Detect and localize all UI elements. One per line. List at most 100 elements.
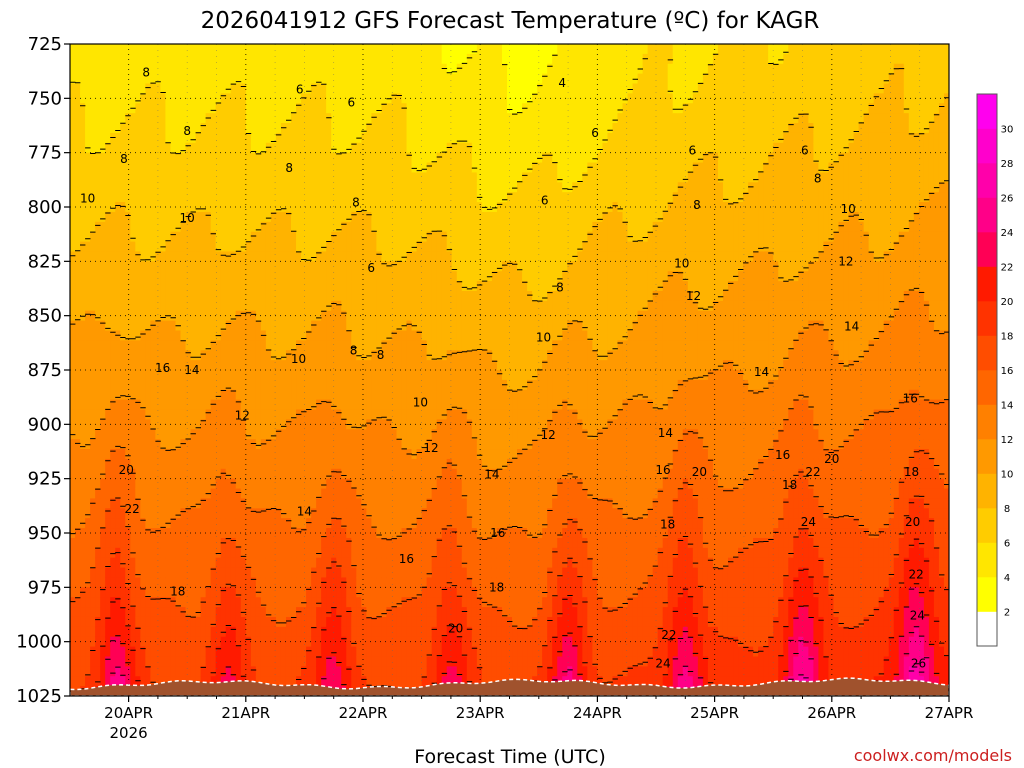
field-cell [135, 182, 141, 193]
field-cell [115, 113, 121, 124]
field-cell [205, 478, 212, 490]
field-cell [105, 429, 111, 440]
field-cell [446, 409, 453, 420]
field-cell [130, 320, 136, 332]
field-cell [220, 409, 227, 420]
field-cell [301, 123, 307, 134]
field-cell [185, 63, 192, 75]
field-cell [306, 666, 312, 677]
field-cell [255, 142, 262, 154]
field-cell [140, 557, 146, 569]
field-cell [401, 607, 408, 618]
field-cell [205, 192, 212, 203]
field-cell [100, 419, 106, 430]
field-cell [75, 241, 81, 253]
field-cell [255, 626, 262, 638]
field-cell [80, 340, 86, 351]
field-cell [80, 468, 86, 480]
field-cell [361, 241, 367, 253]
field-cell [75, 449, 81, 460]
field-cell [125, 577, 131, 588]
field-cell [406, 113, 413, 124]
field-cell [240, 458, 247, 470]
field-cell [366, 330, 372, 341]
field-cell [255, 468, 262, 480]
field-cell [190, 123, 197, 134]
field-cell [426, 44, 433, 55]
field-cell [230, 646, 237, 658]
field-cell [421, 567, 428, 579]
field-cell [351, 113, 357, 124]
field-cell [260, 281, 267, 292]
field-cell [135, 636, 141, 648]
field-cell [306, 360, 312, 371]
field-cell [341, 221, 347, 233]
field-cell [366, 320, 372, 332]
field-cell [301, 587, 307, 598]
field-cell [371, 261, 377, 272]
field-cell [346, 290, 352, 302]
field-cell [326, 152, 332, 164]
field-cell [321, 320, 327, 332]
field-cell [426, 577, 433, 588]
field-cell [431, 468, 438, 480]
field-cell [336, 271, 342, 282]
field-cell [170, 498, 177, 509]
field-cell [356, 142, 362, 154]
field-cell [125, 123, 131, 134]
field-cell [110, 409, 116, 420]
field-cell [210, 429, 217, 440]
field-cell [180, 518, 187, 529]
field-cell [411, 597, 418, 608]
field-cell [416, 63, 423, 75]
field-cell [376, 142, 383, 154]
field-cell [416, 607, 423, 618]
field-cell [351, 508, 357, 519]
field-cell [391, 577, 398, 588]
field-cell [150, 587, 156, 598]
field-cell [351, 310, 357, 322]
field-cell [120, 468, 126, 480]
field-cell [70, 458, 76, 470]
field-cell [406, 676, 413, 687]
field-cell [396, 281, 403, 292]
field-cell [361, 557, 367, 569]
field-cell [200, 271, 207, 282]
field-cell [215, 528, 222, 539]
field-cell [130, 281, 136, 292]
field-cell [150, 626, 156, 638]
field-cell [100, 607, 106, 618]
field-cell [85, 113, 91, 124]
field-cell [95, 399, 101, 411]
field-cell [411, 281, 418, 292]
field-cell [386, 577, 393, 588]
field-cell [155, 488, 162, 500]
field-cell [421, 587, 428, 598]
field-cell [361, 73, 367, 85]
field-cell [361, 379, 367, 391]
field-cell [406, 587, 413, 598]
field-cell [265, 340, 272, 351]
field-cell [351, 656, 357, 667]
field-cell [120, 478, 126, 490]
field-cell [160, 528, 167, 539]
field-cell [115, 449, 121, 460]
field-cell [280, 231, 287, 243]
field-cell [115, 182, 121, 193]
field-cell [110, 152, 116, 164]
field-cell [371, 518, 377, 529]
field-cell [275, 172, 282, 183]
field-cell [225, 616, 232, 628]
field-cell [70, 241, 76, 253]
field-cell [336, 300, 342, 312]
field-cell [130, 211, 136, 223]
field-cell [220, 44, 227, 55]
field-cell [170, 616, 177, 628]
field-cell [250, 478, 257, 490]
field-cell [120, 636, 126, 648]
field-cell [175, 44, 182, 55]
field-cell [220, 458, 227, 470]
field-cell [80, 330, 86, 341]
field-cell [351, 350, 357, 361]
field-cell [381, 537, 388, 549]
